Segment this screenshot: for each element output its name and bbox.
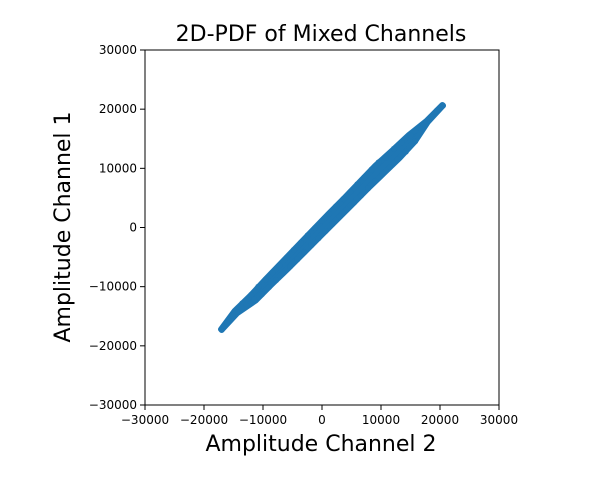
scatter-point xyxy=(428,113,435,120)
scatter-point xyxy=(258,291,265,298)
scatter-point xyxy=(315,235,322,242)
scatter-point xyxy=(269,269,276,276)
scatter-point xyxy=(354,181,361,188)
x-tick-label: 20000 xyxy=(421,413,459,427)
y-axis-label: Amplitude Channel 1 xyxy=(51,111,76,342)
scatter-point xyxy=(343,206,350,213)
scatter-point xyxy=(294,256,301,263)
scatter-point xyxy=(218,326,225,333)
scatter-point xyxy=(365,185,371,192)
scatter-point xyxy=(248,291,255,298)
scatter-point xyxy=(361,174,368,181)
scatter-point xyxy=(336,213,343,220)
scatter-point xyxy=(439,102,446,109)
x-tick-label: −10000 xyxy=(239,413,287,427)
scatter-point xyxy=(382,154,389,161)
scatter-point xyxy=(235,309,242,316)
y-tick-label: −30000 xyxy=(89,398,137,412)
scatter-point xyxy=(412,138,419,145)
scatter-point xyxy=(229,312,236,319)
scatter-point xyxy=(434,107,441,114)
scatter-point xyxy=(368,166,375,173)
scatter-point xyxy=(262,276,269,283)
scatter-point xyxy=(283,254,290,261)
scatter-point xyxy=(311,225,318,232)
scatter-point xyxy=(357,192,364,199)
scatter-point xyxy=(308,242,315,249)
scatter-point xyxy=(290,247,297,253)
scatter-point xyxy=(329,220,336,227)
scatter-point xyxy=(386,164,393,171)
y-tick-label: 0 xyxy=(129,221,137,235)
scatter-point xyxy=(391,145,397,152)
x-tick-label: −30000 xyxy=(121,413,169,427)
y-tick-label: −10000 xyxy=(89,280,137,294)
scatter-point xyxy=(255,283,262,290)
scatter-point xyxy=(280,270,287,277)
y-tick-label: 30000 xyxy=(99,43,137,57)
scatter-point xyxy=(287,263,294,270)
scatter-point xyxy=(326,210,333,217)
x-tick-label: 10000 xyxy=(362,413,400,427)
scatter-point xyxy=(251,296,258,303)
x-tick-label: −20000 xyxy=(180,413,228,427)
scatter-point xyxy=(301,249,308,256)
chart-title: 2D-PDF of Mixed Channels xyxy=(176,22,467,47)
x-tick-label: 30000 xyxy=(480,413,518,427)
scatter-point xyxy=(319,218,325,224)
scatter-point xyxy=(322,228,329,235)
x-axis-label: Amplitude Channel 2 xyxy=(205,432,436,457)
scatter-point xyxy=(224,319,231,326)
scatter-point xyxy=(265,284,272,291)
scatter-point xyxy=(402,148,409,155)
scatter-point xyxy=(276,262,283,269)
scatter-point xyxy=(375,159,382,166)
y-tick-label: −20000 xyxy=(89,339,137,353)
scatter-point xyxy=(350,199,357,206)
scatter-point xyxy=(379,171,386,178)
scatter-point xyxy=(347,189,354,195)
scatter-point xyxy=(407,132,414,139)
scatter-point xyxy=(398,139,405,146)
scatter-point xyxy=(422,121,429,128)
scatter-point xyxy=(372,178,379,185)
x-axis-ticks: −30000 −20000 −10000 0 10000 20000 30000 xyxy=(121,405,518,427)
y-axis-ticks: −30000 −20000 −10000 0 10000 20000 30000 xyxy=(89,43,145,412)
y-tick-label: 20000 xyxy=(99,102,137,116)
scatter-point xyxy=(333,203,340,210)
scatter-point xyxy=(394,156,401,163)
scatter-point xyxy=(273,277,279,284)
x-tick-label: 0 xyxy=(318,413,326,427)
y-tick-label: 10000 xyxy=(99,161,137,175)
scatter-points xyxy=(218,102,446,333)
scatter-point xyxy=(340,196,347,203)
scatter-point xyxy=(243,302,250,309)
scatter-point xyxy=(416,125,423,132)
scatter-point xyxy=(304,232,311,239)
point-cloud xyxy=(218,102,446,333)
scatter-point xyxy=(297,239,304,246)
